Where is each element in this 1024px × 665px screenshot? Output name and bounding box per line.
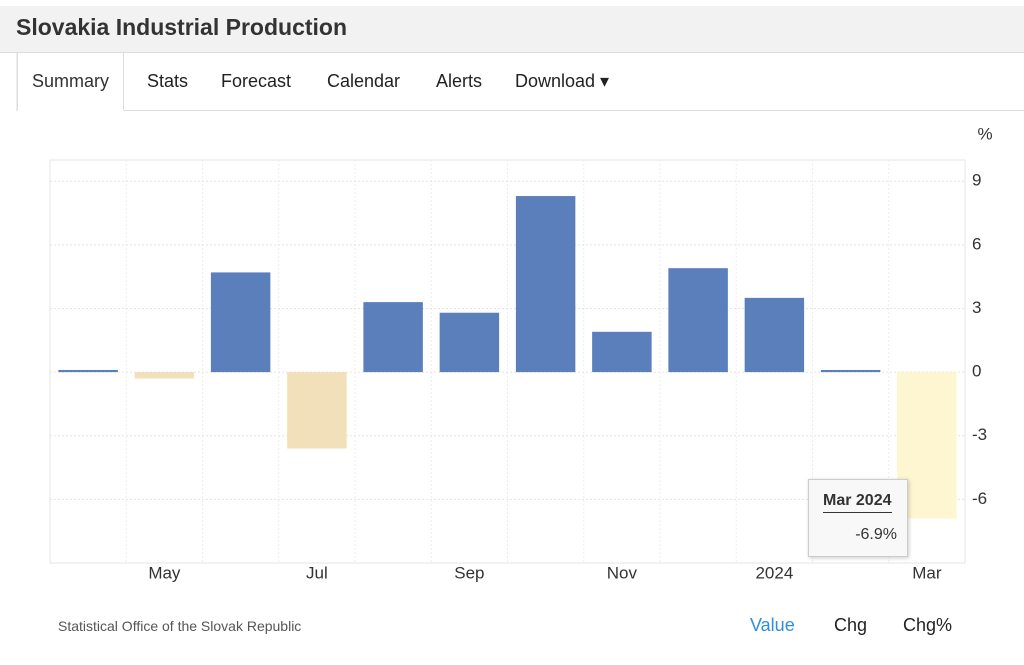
- tab[interactable]: Alerts: [436, 71, 483, 91]
- bar: [668, 268, 728, 373]
- tab[interactable]: Stats: [147, 71, 189, 91]
- tooltip-title: Mar 2024: [823, 492, 892, 513]
- tab-bar: Summary Stats Forecast Calendar Alerts Downlo…: [16, 53, 1024, 111]
- bar: [287, 372, 347, 449]
- bar: [439, 312, 500, 373]
- y-tick-label: -3: [972, 425, 987, 444]
- tooltip: Mar 2024 -6.9%: [808, 479, 908, 557]
- x-tick-label: May: [148, 563, 181, 582]
- bar: [744, 297, 805, 373]
- y-tick-label: 0: [972, 362, 981, 381]
- bar: [592, 331, 652, 373]
- header: Slovakia Industrial Production: [0, 6, 1024, 53]
- x-tick-label: 2024: [755, 563, 793, 582]
- y-tick-label: 6: [972, 234, 981, 253]
- bar: [363, 302, 423, 373]
- bar: [210, 272, 271, 373]
- x-tick-label: Mar: [912, 563, 942, 582]
- toggle-button[interactable]: Chg%: [903, 615, 953, 635]
- y-tick-label: 3: [972, 298, 981, 317]
- y-tick-label: -6: [972, 489, 987, 508]
- bar: [820, 369, 881, 373]
- tab[interactable]: Summary: [17, 53, 125, 111]
- y-unit: %: [977, 124, 992, 143]
- tab[interactable]: Download ▾: [515, 71, 610, 91]
- toggle-button[interactable]: Chg: [834, 615, 868, 635]
- tab[interactable]: Calendar: [327, 71, 401, 91]
- x-tick-label: Nov: [607, 563, 638, 582]
- bar: [515, 196, 576, 373]
- source: Statistical Office of the Slovak Republi…: [58, 618, 302, 634]
- toggle-button[interactable]: Value: [750, 615, 795, 635]
- page-title: Slovakia Industrial Production: [16, 14, 348, 40]
- tooltip-value: -6.9%: [855, 526, 897, 543]
- x-tick-label: Sep: [454, 563, 484, 582]
- bar: [134, 372, 195, 379]
- x-tick-label: Jul: [306, 563, 328, 582]
- bar: [58, 369, 118, 373]
- y-tick-label: 9: [972, 171, 981, 190]
- tab[interactable]: Forecast: [221, 71, 292, 91]
